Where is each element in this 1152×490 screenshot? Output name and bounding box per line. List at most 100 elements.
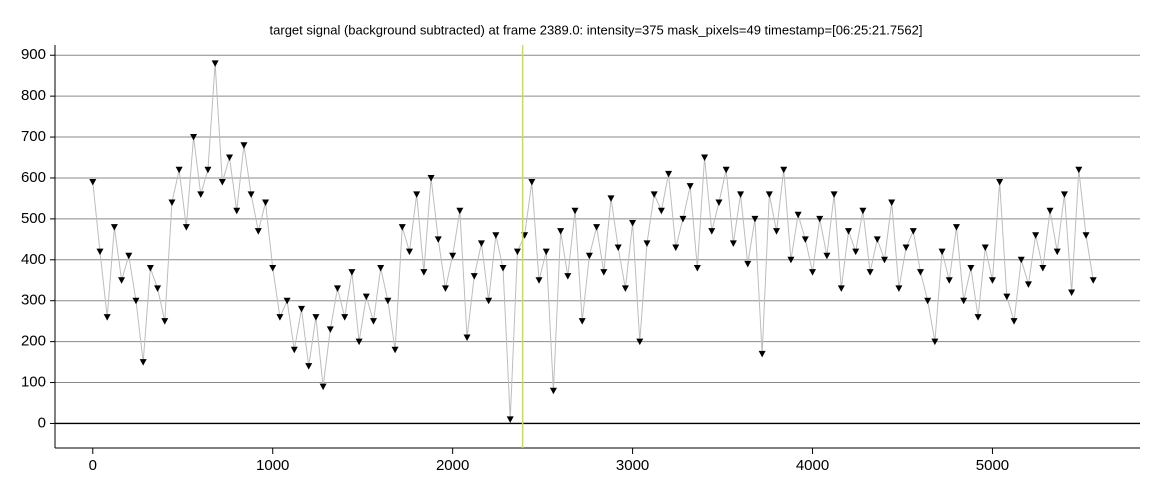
signal-point [931,338,939,346]
signal-point [780,166,788,174]
signal-point [190,134,198,141]
signal-point [1089,277,1097,284]
signal-point [413,191,421,198]
signal-point [391,346,399,354]
signal-point [758,350,766,358]
y-tick-label: 500 [21,210,46,227]
signal-point [211,60,219,67]
signal-point [341,314,349,321]
signal-point [506,416,514,423]
signal-point [449,252,457,260]
signal-point [974,314,982,321]
signal-point [233,207,241,215]
signal-point [369,318,377,325]
signal-point [686,183,694,190]
signal-point [852,248,860,256]
signal-point [967,264,975,272]
signal-point [154,285,162,292]
signal-point [398,224,406,231]
signal-point [600,269,608,276]
signal-point [722,166,730,174]
signal-point [773,228,781,235]
signal-point [197,191,205,198]
signal-point [1010,318,1018,325]
signal-point [240,142,248,149]
signal-point [485,297,493,305]
signal-point [895,285,903,292]
signal-point [693,264,701,272]
signal-point [665,170,673,178]
signal-point [110,224,118,231]
signal-point [794,211,802,219]
signal-point [434,236,442,243]
signal-point [643,240,651,247]
signal-point [125,252,133,260]
signal-point [585,252,593,260]
signal-point [1053,248,1061,256]
signal-point [290,346,298,354]
signal-point [859,207,867,215]
signal-point [744,260,752,268]
signal-point [816,215,824,223]
signal-point [981,244,989,252]
y-tick-label: 400 [21,251,46,268]
signal-point [607,195,615,202]
signal-point [960,297,968,305]
signal-point [355,338,363,346]
signal-point [161,318,169,325]
signal-point [420,269,428,276]
signal-point [952,224,960,231]
signal-point [650,191,658,198]
x-tick-label: 4000 [796,457,829,474]
signal-point [456,207,464,215]
signal-point [1003,293,1011,301]
signal-point [751,215,759,223]
signal-point [672,244,680,252]
signal-point [1082,232,1090,239]
signal-point [564,273,572,280]
signal-point [845,228,853,235]
signal-point [333,285,341,292]
signal-point [204,166,212,174]
signal-point [384,297,392,305]
signal-point [146,264,154,272]
signal-point [283,297,291,305]
plot-area [55,45,1140,448]
x-tick-label: 0 [89,457,97,474]
signal-point [938,248,946,256]
signal-point [103,314,111,321]
signal-point [888,199,896,207]
signal-point [427,174,435,182]
signal-point [470,273,478,280]
signal-point [89,179,97,186]
signal-point [1068,289,1076,297]
signal-point [557,228,565,235]
signal-point [593,224,601,231]
signal-point [902,244,910,252]
signal-point [305,363,313,370]
y-tick-label: 900 [21,46,46,63]
signal-line [92,63,1094,420]
signal-point [226,154,234,162]
y-tick-label: 700 [21,128,46,145]
signal-point [168,199,176,207]
signal-point [873,236,881,243]
signal-point [621,285,629,292]
x-tick-label: 3000 [616,457,649,474]
signal-point [866,269,874,276]
signal-point [528,179,536,186]
signal-point [729,240,737,247]
signal-point [1032,232,1040,239]
signal-point [182,224,190,231]
signal-point [578,318,586,325]
signal-point [247,191,255,198]
signal-point [715,199,723,207]
y-tick-label: 300 [21,292,46,309]
signal-point [377,264,385,272]
signal-point [477,240,485,247]
signal-point [362,293,370,301]
signal-point [269,264,277,272]
signal-point [262,199,270,207]
signal-point [996,179,1004,186]
